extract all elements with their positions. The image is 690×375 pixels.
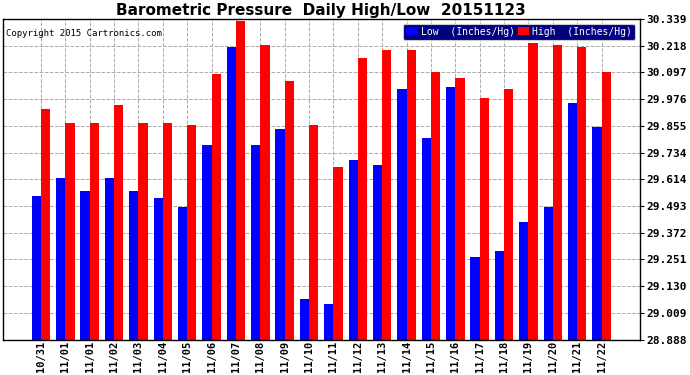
Text: Copyright 2015 Cartronics.com: Copyright 2015 Cartronics.com [6, 28, 162, 38]
Bar [260, 45, 270, 340]
Bar [114, 105, 124, 340]
Bar [431, 72, 440, 340]
Bar [324, 304, 333, 340]
Bar [455, 78, 464, 340]
Bar [139, 123, 148, 340]
Bar [187, 125, 197, 340]
Bar [553, 45, 562, 340]
Bar [154, 198, 163, 340]
Bar [422, 138, 431, 340]
Bar [163, 123, 172, 340]
Bar [602, 72, 611, 340]
Bar [529, 43, 538, 340]
Bar [251, 145, 260, 340]
Bar [178, 207, 187, 340]
Legend: Low  (Inches/Hg), High  (Inches/Hg): Low (Inches/Hg), High (Inches/Hg) [403, 24, 635, 40]
Bar [382, 50, 391, 340]
Bar [56, 178, 66, 340]
Bar [66, 123, 75, 340]
Bar [348, 160, 358, 340]
Bar [105, 178, 114, 340]
Bar [519, 222, 529, 340]
Bar [406, 50, 416, 340]
Bar [373, 165, 382, 340]
Bar [275, 129, 285, 340]
Bar [236, 21, 245, 340]
Bar [81, 191, 90, 340]
Bar [309, 125, 318, 340]
Bar [578, 48, 586, 340]
Bar [446, 87, 455, 340]
Title: Barometric Pressure  Daily High/Low  20151123: Barometric Pressure Daily High/Low 20151… [117, 3, 526, 18]
Bar [397, 89, 406, 340]
Bar [90, 123, 99, 340]
Bar [202, 145, 212, 340]
Bar [471, 257, 480, 340]
Bar [285, 81, 294, 340]
Bar [212, 74, 221, 340]
Bar [568, 103, 578, 340]
Bar [333, 167, 343, 340]
Bar [358, 58, 367, 340]
Bar [32, 195, 41, 340]
Bar [41, 110, 50, 340]
Bar [129, 191, 139, 340]
Bar [480, 98, 489, 340]
Bar [504, 89, 513, 340]
Bar [544, 207, 553, 340]
Bar [227, 48, 236, 340]
Bar [300, 299, 309, 340]
Bar [495, 251, 504, 340]
Bar [592, 127, 602, 340]
